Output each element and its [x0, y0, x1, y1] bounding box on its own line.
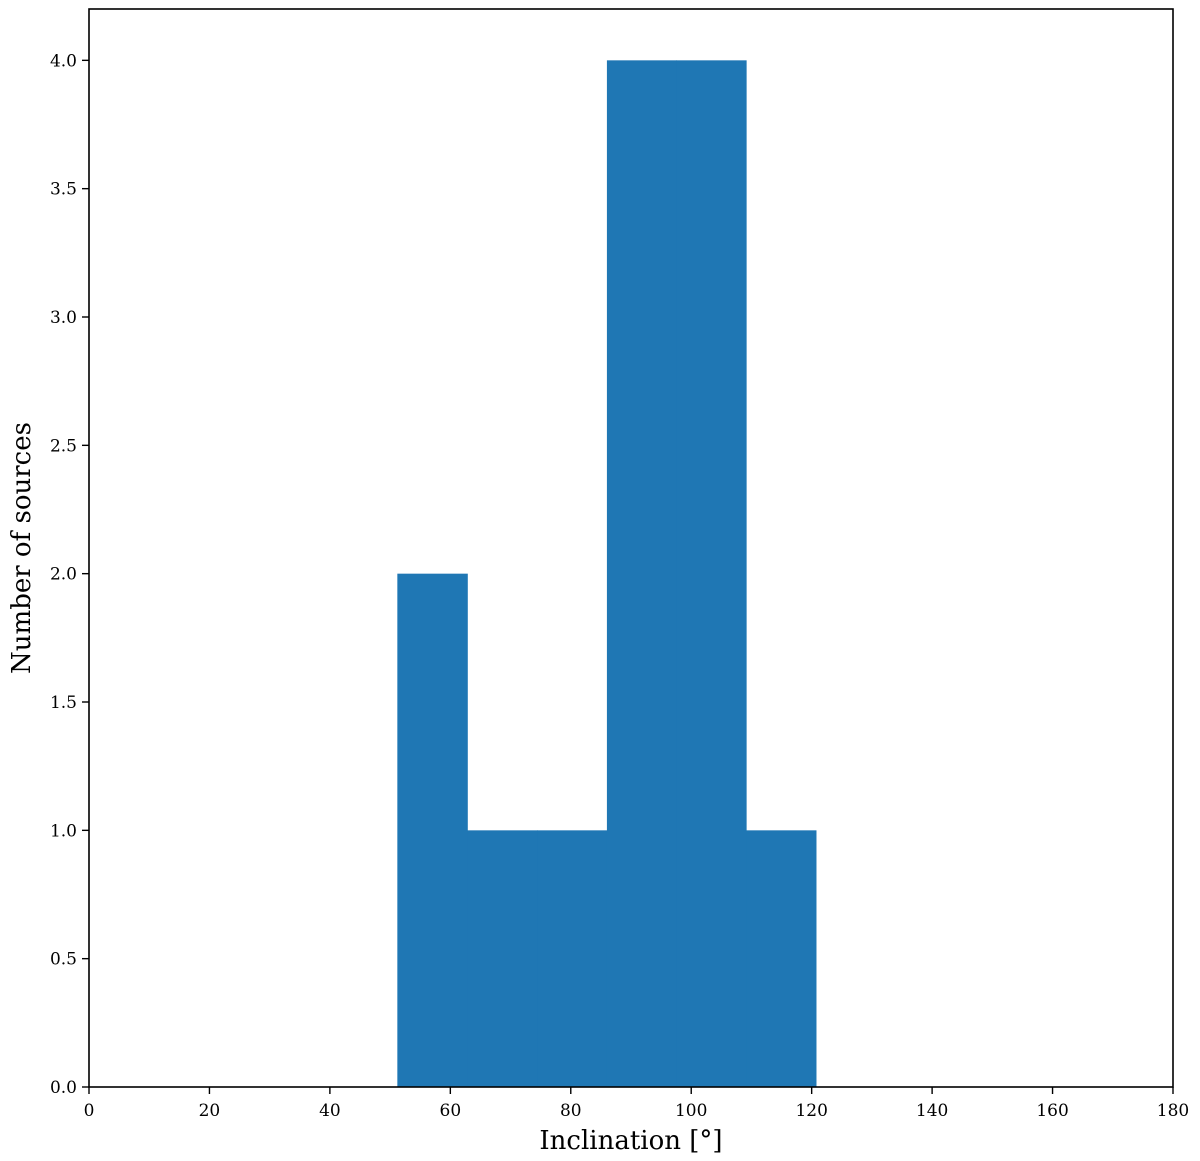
x-tick-label: 100: [675, 1101, 707, 1121]
y-tick-label: 3.5: [50, 180, 77, 200]
y-tick-label: 0.0: [50, 1078, 77, 1098]
x-tick-label: 60: [440, 1101, 462, 1121]
histogram-bar: [746, 830, 817, 1087]
x-axis: 0 20 40 60 80 100 120 140 160 180: [84, 1087, 1189, 1121]
y-tick-label: 3.0: [50, 308, 77, 328]
y-tick-label: 1.5: [50, 693, 77, 713]
histogram-bar: [537, 830, 608, 1087]
y-axis: 0.0 0.5 1.0 1.5 2.0 2.5 3.0 3.5 4.0: [50, 51, 89, 1098]
y-tick-label: 1.0: [50, 821, 77, 841]
histogram-bar: [397, 573, 468, 1087]
y-tick-label: 0.5: [50, 950, 77, 970]
x-axis-title: Inclination [°]: [539, 1126, 722, 1156]
histogram-bar: [606, 60, 677, 1087]
x-tick-label: 180: [1157, 1101, 1189, 1121]
histogram-bar: [676, 60, 747, 1087]
x-tick-label: 120: [795, 1101, 827, 1121]
histogram-bars: [397, 60, 817, 1087]
x-tick-label: 40: [319, 1101, 341, 1121]
x-tick-label: 140: [916, 1101, 948, 1121]
y-tick-label: 2.5: [50, 436, 77, 456]
x-tick-label: 20: [199, 1101, 221, 1121]
x-tick-label: 80: [560, 1101, 582, 1121]
histogram-bar: [467, 830, 538, 1087]
y-axis-title: Number of sources: [7, 422, 37, 674]
x-tick-label: 0: [84, 1101, 95, 1121]
y-tick-label: 4.0: [50, 51, 77, 71]
plot-area-frame: [88, 8, 1174, 1088]
x-tick-label: 160: [1036, 1101, 1068, 1121]
y-tick-label: 2.0: [50, 565, 77, 585]
